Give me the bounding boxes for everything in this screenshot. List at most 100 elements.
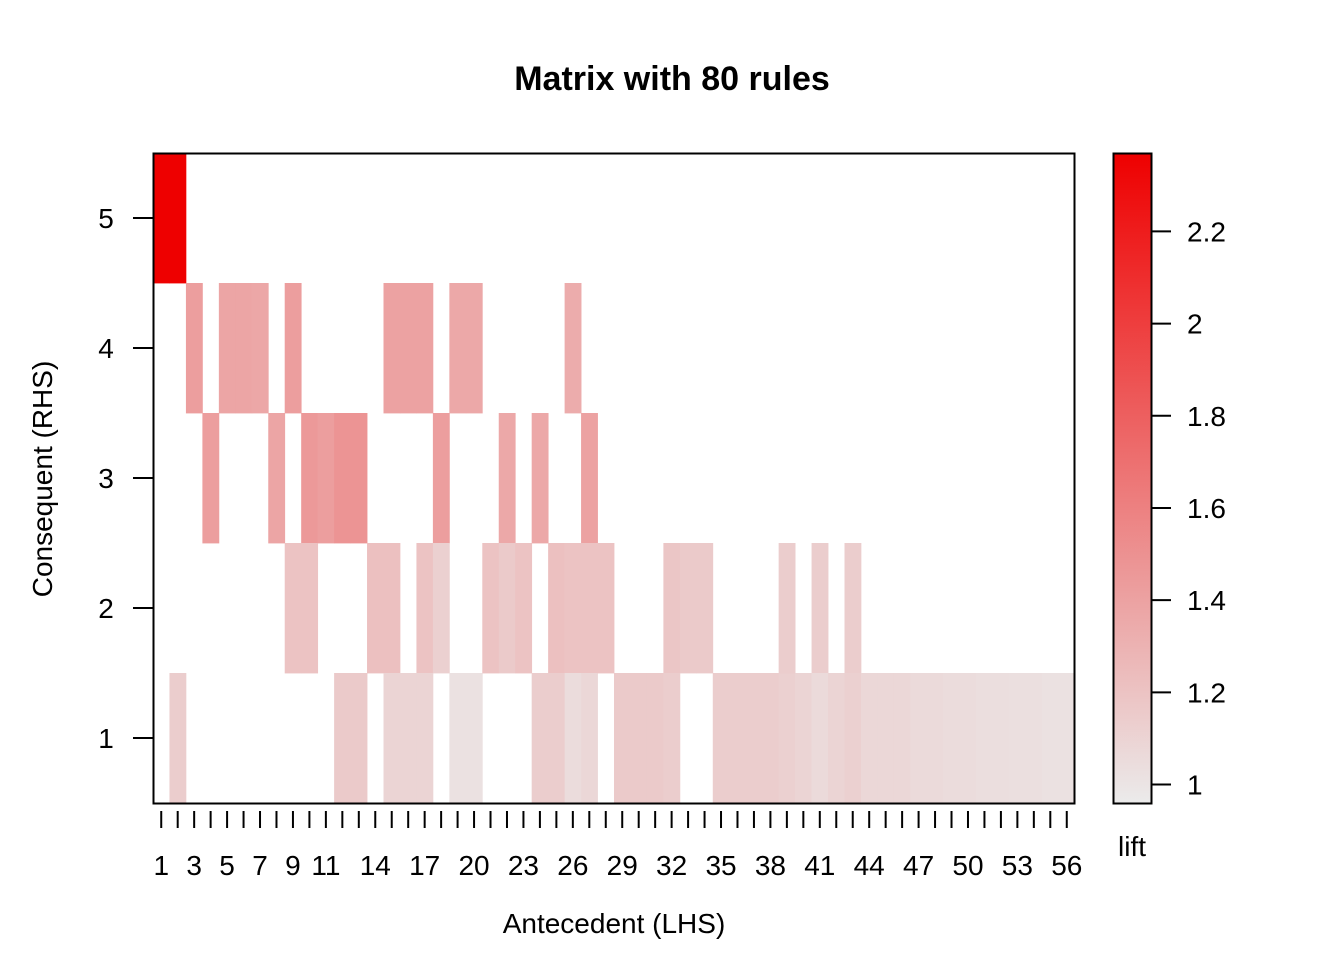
heatmap-cell — [350, 413, 368, 544]
heatmap-cell — [399, 283, 417, 414]
heatmap-cell — [811, 673, 829, 804]
x-tick-label: 50 — [952, 850, 983, 881]
heatmap-cell — [284, 543, 302, 674]
x-tick-label: 5 — [219, 850, 235, 881]
x-axis: 1 3 5 7 9 11 14 17 20 23 26 29 32 35 38 41 44 47 50 53 56 — [153, 811, 1082, 881]
heatmap-cell — [581, 543, 598, 674]
legend-tick-label: 1.4 — [1187, 585, 1226, 616]
heatmap-cell — [943, 673, 961, 804]
heatmap-cell — [581, 413, 598, 544]
y-tick-label: 2 — [98, 593, 114, 624]
heatmap-cell — [531, 413, 549, 544]
heatmap-cell — [515, 543, 533, 674]
x-axis-label: Antecedent (LHS) — [503, 908, 726, 939]
heatmap-cell — [548, 673, 565, 804]
x-tick-label: 53 — [1002, 850, 1033, 881]
heatmap-cell — [251, 283, 269, 414]
legend-tick-label: 2.2 — [1187, 216, 1226, 247]
heatmap-cell — [778, 673, 796, 804]
heatmap-cell — [745, 673, 763, 804]
heatmap-cell — [268, 413, 286, 544]
heatmap-cell — [449, 283, 467, 414]
x-tick-label: 20 — [458, 850, 489, 881]
heatmap-cell — [1042, 673, 1059, 804]
heatmap-cell — [1058, 673, 1076, 804]
heatmap-cell — [762, 673, 780, 804]
heatmap-cell — [185, 283, 203, 414]
heatmap-cell — [778, 543, 796, 674]
x-tick-label: 35 — [705, 850, 736, 881]
heatmap-cell — [696, 543, 714, 674]
x-tick-label: 56 — [1051, 850, 1082, 881]
heatmap-cell — [663, 673, 681, 804]
heatmap-cell — [614, 673, 631, 804]
heatmap-cell — [712, 673, 730, 804]
x-tick-label: 17 — [409, 850, 440, 881]
heatmap-cell — [284, 283, 302, 414]
heatmap-cell — [416, 283, 434, 414]
heatmap-cell — [548, 543, 565, 674]
heatmap-cell — [564, 283, 582, 414]
heatmap-cell — [795, 673, 812, 804]
legend-tick-label: 1.6 — [1187, 493, 1226, 524]
heatmap-cell — [383, 673, 401, 804]
legend-colorbar — [1112, 152, 1153, 805]
x-tick-label: 32 — [656, 850, 687, 881]
heatmap-cell — [992, 673, 1010, 804]
heatmap-cell — [877, 673, 895, 804]
y-axis: 1 2 3 4 5 — [98, 203, 153, 754]
plot-frame — [152, 152, 1076, 805]
heatmap-cell — [432, 543, 450, 674]
heatmap-cell — [926, 673, 944, 804]
legend-title: lift — [1118, 831, 1146, 862]
heatmap-cell — [153, 153, 170, 284]
heatmap-cell — [597, 543, 615, 674]
heatmap-cell — [202, 413, 220, 544]
heatmap-cell — [432, 413, 450, 544]
y-tick-label: 1 — [98, 723, 114, 754]
heatmap-cell — [893, 673, 911, 804]
heatmap-cell — [416, 673, 434, 804]
x-tick-label: 11 — [311, 850, 340, 881]
x-tick-label: 14 — [360, 850, 391, 881]
heatmap-cell — [169, 673, 187, 804]
x-tick-label: 47 — [903, 850, 934, 881]
heatmap-cell — [301, 543, 319, 674]
x-tick-label: 41 — [804, 850, 835, 881]
heatmap-cell — [383, 543, 401, 674]
x-tick-label: 26 — [557, 850, 588, 881]
heatmap-cell — [482, 543, 500, 674]
heatmap-cell — [498, 413, 516, 544]
heatmap-cell — [334, 413, 351, 544]
heatmap-cell — [729, 673, 747, 804]
heatmap-cell — [531, 673, 549, 804]
heatmap-cell — [465, 283, 483, 414]
legend-tick-label: 1.8 — [1187, 401, 1226, 432]
x-tick-label: 1 — [153, 850, 169, 881]
heatmap-cell — [350, 673, 368, 804]
chart-title: Matrix with 80 rules — [514, 60, 830, 98]
x-tick-label: 7 — [252, 850, 268, 881]
legend-tick-label: 1.2 — [1187, 677, 1226, 708]
heatmap-cell — [317, 413, 335, 544]
y-tick-label: 5 — [98, 203, 114, 234]
legend-tick-label: 2 — [1187, 309, 1203, 340]
heatmap-cell — [860, 673, 878, 804]
heatmap-cell — [679, 543, 697, 674]
heatmap-cell — [844, 673, 862, 804]
heatmap-cell — [581, 673, 598, 804]
heatmap-cell — [1025, 673, 1043, 804]
heatmap-cell — [663, 543, 681, 674]
heatmap-cell — [465, 673, 483, 804]
x-tick-label: 23 — [508, 850, 539, 881]
x-tick-label: 9 — [285, 850, 301, 881]
heatmap-cell — [218, 283, 236, 414]
x-tick-label: 3 — [186, 850, 202, 881]
legend-ticks: 1 1.2 1.4 1.6 1.8 2 2.2 — [1151, 216, 1226, 801]
heatmap-cell — [169, 153, 187, 284]
heatmap-cell — [844, 543, 862, 674]
heatmap-cell — [976, 673, 994, 804]
y-axis-label: Consequent (RHS) — [27, 361, 58, 598]
heatmap-cell — [828, 673, 845, 804]
